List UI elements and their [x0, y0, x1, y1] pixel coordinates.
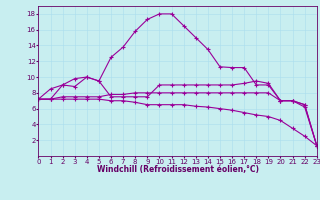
- X-axis label: Windchill (Refroidissement éolien,°C): Windchill (Refroidissement éolien,°C): [97, 165, 259, 174]
